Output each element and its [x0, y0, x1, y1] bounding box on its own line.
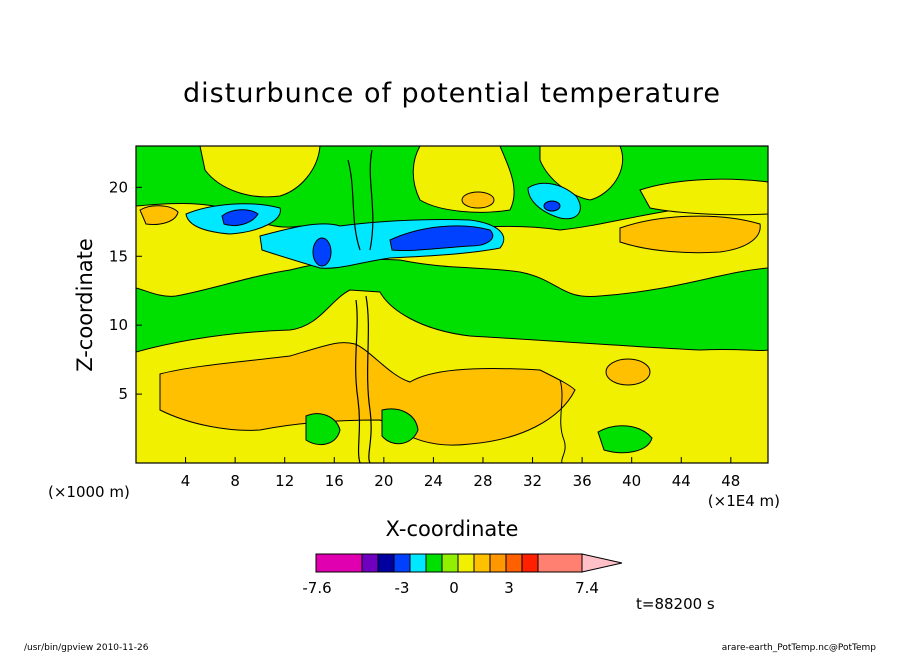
- x-tick-label: 4: [181, 472, 191, 490]
- x-tick-label: 12: [275, 472, 294, 490]
- colorbar-swatch: [393, 553, 411, 573]
- x-unit-left: (×1000 m): [48, 483, 130, 501]
- colorbar-tick-label: -3: [395, 579, 410, 597]
- x-unit-right: (×1E4 m): [708, 492, 780, 510]
- x-tick-label: 48: [721, 472, 740, 490]
- warm-layer-orange: [159, 342, 576, 446]
- x-tick-label: 32: [523, 472, 542, 490]
- orange-patch-right: [619, 215, 761, 254]
- orange-patch-lower-right: [605, 358, 651, 386]
- x-tick-label: 8: [230, 472, 240, 490]
- footer-right: arare-earth_PotTemp.nc@PotTemp: [722, 643, 877, 653]
- y-ticks: 5 10 15 20: [109, 178, 142, 403]
- cold-anomaly-blue-top: [543, 200, 561, 212]
- chart-title: disturbunce of potential temperature: [183, 78, 721, 109]
- y-axis-title: Z-coordinate: [73, 238, 97, 372]
- colorbar-swatch: [377, 553, 395, 573]
- colorbar-labels: -7.6 -3 0 3 7.4: [302, 579, 599, 597]
- colorbar-swatch: [409, 553, 427, 573]
- x-tick-label: 36: [573, 472, 592, 490]
- colorbar-tick-label: 3: [504, 579, 514, 597]
- convective-column-right: [559, 379, 566, 463]
- x-tick-label: 28: [473, 472, 492, 490]
- colorbar-swatch: [521, 553, 539, 573]
- time-label: t=88200 s: [636, 595, 715, 613]
- x-tick-label: 20: [374, 472, 393, 490]
- colorbar-swatch: [361, 553, 379, 573]
- colorbar-tick-label: -7.6: [302, 579, 331, 597]
- x-tick-label: 40: [622, 472, 641, 490]
- warm-patch-top: [199, 146, 321, 198]
- colorbar-tick-label: 0: [449, 579, 459, 597]
- colorbar-swatch: [315, 553, 363, 573]
- colorbar-tick-label: 7.4: [575, 579, 599, 597]
- colorbar: [315, 553, 623, 573]
- surface-patch-2: [381, 408, 419, 445]
- colorbar-swatch: [425, 553, 443, 573]
- colorbar-swatch: [441, 553, 459, 573]
- cold-anomaly-blue: [389, 225, 494, 252]
- plot-area: [136, 146, 768, 463]
- x-tick-label: 24: [424, 472, 443, 490]
- x-ticks: 4 8 12 16 20 24 28 32 36 40 44 48: [181, 457, 740, 490]
- cold-anomaly-blue-left: [221, 209, 259, 227]
- y-tick-label: 15: [109, 247, 128, 265]
- footer-left: /usr/bin/gpview 2010-11-26: [24, 643, 149, 653]
- colorbar-swatch: [537, 553, 583, 573]
- x-tick-label: 44: [672, 472, 691, 490]
- orange-patch-left: [139, 205, 179, 225]
- colorbar-arrow: [581, 553, 623, 573]
- colorbar-swatch: [473, 553, 491, 573]
- colorbar-swatch: [457, 553, 475, 573]
- orange-patch-top: [461, 191, 495, 209]
- warm-patch-top-far: [539, 146, 624, 201]
- surface-patch-3: [597, 425, 653, 454]
- plot-frame: [135, 145, 769, 464]
- x-tick-label: 16: [325, 472, 344, 490]
- cold-anomaly-blue-center: [312, 237, 332, 267]
- y-tick-label: 5: [118, 385, 128, 403]
- y-tick-label: 10: [109, 316, 128, 334]
- x-axis-title: X-coordinate: [386, 517, 519, 541]
- colorbar-swatch: [489, 553, 507, 573]
- y-tick-label: 20: [109, 178, 128, 196]
- surface-patch-1: [305, 413, 341, 446]
- convective-column: [347, 149, 374, 463]
- colorbar-swatch: [505, 553, 523, 573]
- warm-patch-right-upper: [639, 178, 768, 216]
